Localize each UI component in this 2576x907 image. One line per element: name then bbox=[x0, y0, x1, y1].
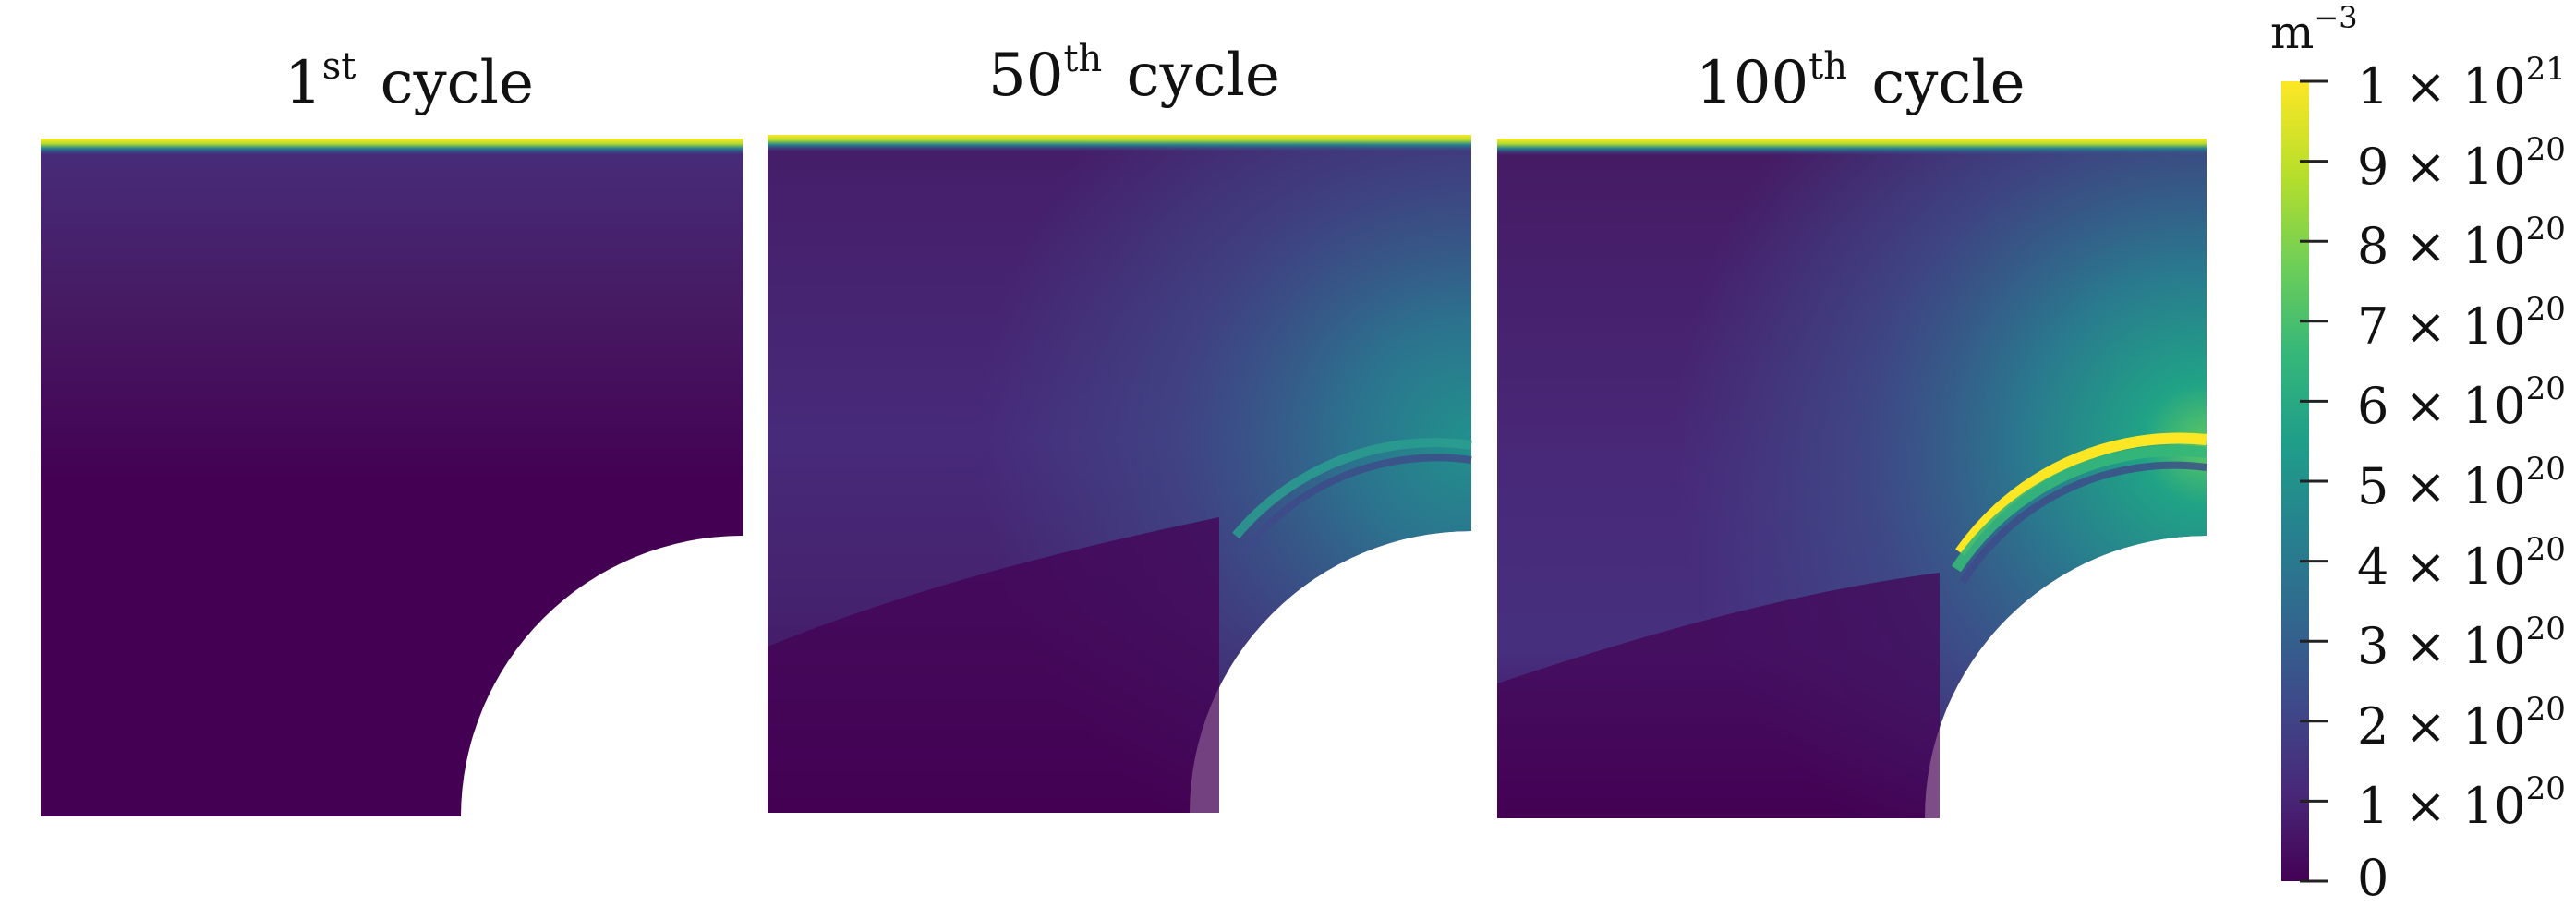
colorbar-tick-label-base: 3 × 10 bbox=[2357, 617, 2526, 676]
panel-title-suffix: th bbox=[1808, 45, 1847, 88]
top-surface-band bbox=[41, 139, 743, 155]
colorbar-tick-label: 5 × 1020 bbox=[2357, 454, 2566, 512]
colorbar-tick-label: 6 × 1020 bbox=[2357, 373, 2566, 431]
colorbar-tick-label-exponent: 20 bbox=[2525, 451, 2566, 488]
panel-title-1st-cycle: 1st cycle bbox=[284, 48, 534, 113]
colorbar-tick-label: 1 × 1021 bbox=[2357, 54, 2566, 112]
colorbar-tick-label-base: 9 × 10 bbox=[2357, 137, 2526, 196]
colorbar-tick-label: 3 × 1020 bbox=[2357, 613, 2566, 671]
domain-field bbox=[41, 139, 743, 816]
panel-title-suffix: st bbox=[321, 45, 357, 88]
lower-depletion-zone bbox=[768, 517, 1219, 813]
panel-title-number: 1 bbox=[284, 49, 322, 117]
lower-depletion-zone bbox=[1497, 573, 1940, 818]
panel-title-number: 100 bbox=[1696, 49, 1809, 117]
hole-edge-accumulation-inner bbox=[1239, 454, 1472, 557]
colorbar-tick-label: 2 × 1020 bbox=[2357, 694, 2566, 752]
colorbar-tick-label-base: 2 × 10 bbox=[2357, 696, 2526, 756]
colorbar-tick-label: 8 × 1020 bbox=[2357, 213, 2566, 272]
panel-title-50th-cycle: 50th cycle bbox=[988, 41, 1280, 105]
colorbar-tick-label-base: 6 × 10 bbox=[2357, 377, 2526, 436]
colorbar bbox=[2281, 79, 2328, 883]
colorbar-tick-label-base: 7 × 10 bbox=[2357, 296, 2526, 356]
top-surface-band bbox=[768, 135, 1471, 151]
colorbar-tick-label-exponent: 20 bbox=[2525, 290, 2566, 328]
hole-edge-accumulation-inner bbox=[1959, 461, 2207, 585]
colorbar-tick-label-base: 8 × 10 bbox=[2357, 217, 2526, 276]
colorbar-tick-label-exponent: 20 bbox=[2525, 690, 2566, 728]
panel-title-text: cycle bbox=[1107, 42, 1280, 110]
colorbar-tick-label-exponent: 21 bbox=[2525, 51, 2566, 88]
colorbar-tick-label-base: 0 bbox=[2357, 849, 2389, 907]
colorbar-unit-exponent: −3 bbox=[2314, 0, 2358, 35]
top-surface-band bbox=[1497, 139, 2207, 155]
colorbar-tick-label: 4 × 1020 bbox=[2357, 534, 2566, 592]
hole-edge-accumulation bbox=[1232, 438, 1472, 539]
panel-title-number: 50 bbox=[988, 42, 1064, 110]
panel-1st-cycle bbox=[41, 139, 743, 816]
colorbar-tick-label-exponent: 20 bbox=[2525, 211, 2566, 248]
colorbar-tick-label: 0 bbox=[2357, 853, 2389, 903]
colorbar-unit-base: m bbox=[2270, 6, 2315, 59]
colorbar-tick-label-base: 1 × 10 bbox=[2357, 57, 2526, 115]
colorbar-tick-label-base: 5 × 10 bbox=[2357, 457, 2526, 515]
colorbar-tick-label: 1 × 1020 bbox=[2357, 773, 2566, 831]
colorbar-ticks bbox=[2300, 79, 2328, 883]
hole-edge-accumulation bbox=[1955, 432, 2207, 556]
colorbar-tick-label-base: 1 × 10 bbox=[2357, 777, 2526, 836]
panel-title-100th-cycle: 100th cycle bbox=[1696, 48, 2026, 113]
hole-edge-accumulation-mid bbox=[1951, 445, 2207, 573]
colorbar-tick-label-exponent: 20 bbox=[2525, 611, 2566, 648]
colorbar-unit: m−3 bbox=[2270, 0, 2358, 59]
panel-title-text: cycle bbox=[361, 49, 534, 117]
colorbar-tick-label: 9 × 1020 bbox=[2357, 134, 2566, 192]
colorbar-tick-label: 7 × 1020 bbox=[2357, 294, 2566, 352]
colorbar-tick-label-exponent: 20 bbox=[2525, 770, 2566, 808]
panel-100th-cycle bbox=[1497, 139, 2207, 818]
colorbar-tick-label-exponent: 20 bbox=[2525, 130, 2566, 168]
colorbar-tick-label-exponent: 20 bbox=[2525, 370, 2566, 408]
colorbar-tick-label-exponent: 20 bbox=[2525, 530, 2566, 568]
panel-50th-cycle bbox=[768, 135, 1472, 813]
panel-title-suffix: th bbox=[1063, 38, 1103, 80]
panel-title-text: cycle bbox=[1853, 49, 2026, 117]
colorbar-tick-label-base: 4 × 10 bbox=[2357, 537, 2526, 596]
